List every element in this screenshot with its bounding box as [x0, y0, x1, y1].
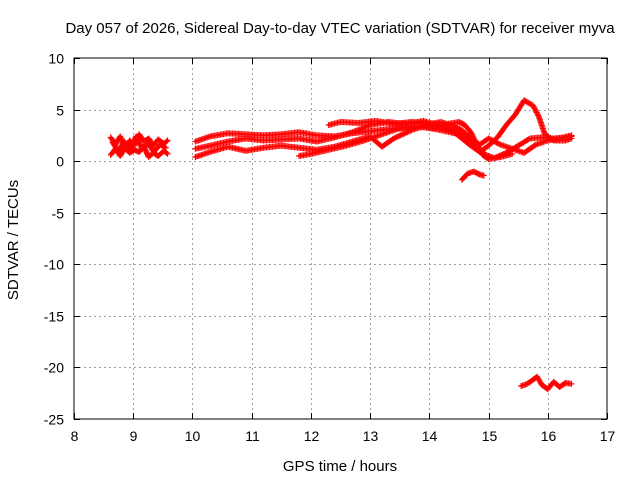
- data-point: [163, 138, 170, 145]
- x-tick-label: 13: [363, 428, 379, 444]
- data-point: [135, 137, 142, 144]
- data-point: [164, 150, 171, 157]
- data-point: [164, 137, 171, 144]
- data-point: [468, 130, 475, 137]
- data-point: [129, 140, 136, 147]
- data-point: [397, 132, 404, 139]
- tick-labels: 8 9 10 11 12 13 14 15 16 17 10 5 0 -5 -10 -15 -20 -25: [44, 51, 616, 445]
- x-tick-label: 12: [304, 428, 320, 444]
- data-point: [469, 133, 476, 140]
- data-point: [396, 132, 403, 139]
- data-point: [401, 130, 408, 137]
- series-sdtvar: [107, 97, 575, 393]
- x-tick-label: 8: [71, 428, 79, 444]
- data-marks: [107, 97, 575, 393]
- data-point: [127, 145, 134, 152]
- data-track: [518, 373, 575, 393]
- data-point: [467, 129, 474, 136]
- data-point: [488, 136, 495, 143]
- data-point: [472, 138, 479, 145]
- data-point: [400, 131, 407, 138]
- data-point: [489, 137, 496, 144]
- data-point: [531, 142, 538, 149]
- x-tick-label: 16: [541, 428, 557, 444]
- plot-border: [73, 57, 608, 420]
- x-tick-label: 10: [185, 428, 201, 444]
- data-track: [458, 168, 487, 183]
- y-tick-label: 5: [56, 103, 64, 119]
- grid-lines: [74, 58, 607, 419]
- data-point: [129, 141, 136, 148]
- y-tick-label: -10: [44, 257, 64, 273]
- data-point: [161, 144, 168, 151]
- data-point: [127, 144, 134, 151]
- y-tick-label: -15: [44, 309, 64, 325]
- data-point: [494, 140, 501, 147]
- data-point: [525, 136, 532, 143]
- y-axis-label: SDTVAR / TECUs: [5, 180, 22, 300]
- data-point: [471, 137, 478, 144]
- y-tick-label: 0: [56, 154, 64, 170]
- data-point: [469, 132, 476, 139]
- data-point: [486, 136, 493, 143]
- data-point: [390, 135, 397, 142]
- data-point: [133, 134, 140, 141]
- data-point: [568, 132, 575, 139]
- data-track: [109, 133, 169, 155]
- data-point: [162, 144, 169, 151]
- x-tick-label: 17: [600, 428, 616, 444]
- data-point: [392, 134, 399, 141]
- data-point: [509, 150, 516, 157]
- data-point: [399, 131, 405, 138]
- data-point: [485, 135, 492, 142]
- x-tick-label: 14: [422, 428, 438, 444]
- data-point: [461, 135, 468, 142]
- data-point: [403, 129, 410, 136]
- data-point: [133, 133, 140, 140]
- data-point: [137, 141, 144, 148]
- data-point: [460, 134, 467, 141]
- data-point: [493, 139, 500, 146]
- data-point: [136, 140, 143, 147]
- data-point: [134, 136, 141, 143]
- data-point: [393, 134, 400, 141]
- data-track: [325, 117, 468, 142]
- data-point: [130, 138, 137, 145]
- data-point: [394, 133, 401, 140]
- x-axis-label: GPS time / hours: [283, 458, 397, 475]
- data-point: [471, 136, 478, 143]
- x-tick-label: 11: [245, 428, 260, 444]
- data-point: [568, 380, 575, 387]
- data-point: [135, 138, 142, 145]
- axis-ticks: [74, 58, 608, 420]
- data-point: [473, 140, 480, 147]
- y-tick-label: -25: [44, 412, 64, 428]
- y-tick-label: -20: [44, 360, 64, 376]
- data-point: [128, 143, 135, 150]
- x-tick-label: 9: [130, 428, 138, 444]
- chart-title: Day 057 of 2026, Sidereal Day-to-day VTE…: [65, 20, 615, 37]
- data-point: [470, 134, 477, 141]
- data-point: [490, 138, 497, 145]
- x-tick-label: 15: [482, 428, 498, 444]
- y-tick-label: 10: [48, 51, 64, 67]
- data-point: [480, 172, 487, 179]
- y-tick-label: -5: [52, 206, 65, 222]
- data-point: [496, 140, 503, 147]
- data-point: [163, 149, 170, 156]
- data-point: [492, 138, 499, 145]
